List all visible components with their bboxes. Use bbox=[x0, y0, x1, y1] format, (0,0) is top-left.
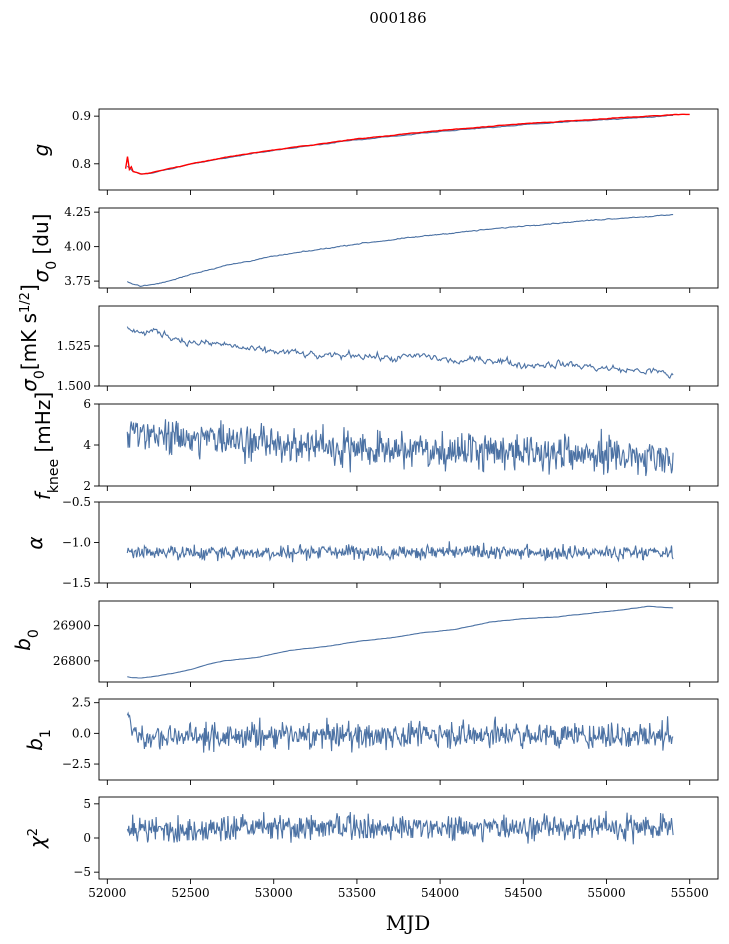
x-tick-label: 54500 bbox=[504, 886, 542, 900]
y-tick-label-chi2: 5 bbox=[83, 797, 91, 811]
y-axis-label-alpha: α bbox=[23, 536, 47, 549]
y-tick-label-b0: 26900 bbox=[53, 619, 91, 633]
series-line-b0-0 bbox=[127, 605, 674, 679]
panel-chi2: −5 0 5 52000 52500 53000 53500 54000 54500 55000 5… bbox=[73, 796, 719, 900]
axes-frame-b0 bbox=[98, 600, 719, 683]
axes-frame-sigma0 bbox=[98, 207, 719, 289]
x-tick-label: 55000 bbox=[587, 886, 625, 900]
x-tick-label: 53000 bbox=[255, 886, 293, 900]
axes-frame-sigma0_phys bbox=[98, 305, 719, 387]
y-tick-label-fknee: 4 bbox=[83, 438, 91, 452]
y-tick-label-chi2: 0 bbox=[83, 831, 91, 845]
panel-sigma0: 3.75 4.00 4.25 bbox=[64, 205, 719, 293]
y-tick-label-sigma0: 4.00 bbox=[64, 240, 91, 254]
x-tick-label: 52000 bbox=[88, 886, 126, 900]
y-axis-label-g: g bbox=[29, 144, 53, 157]
y-axis-label-chi2: χ2 bbox=[25, 828, 49, 849]
y-tick-label-b0: 26800 bbox=[53, 654, 91, 668]
series-line-b1-0 bbox=[126, 711, 674, 753]
x-tick-label: 53500 bbox=[338, 886, 376, 900]
panel-g: 0.8 0.9 bbox=[72, 108, 719, 195]
panel-alpha: −1.5 −1.0 −0.5 bbox=[62, 495, 719, 590]
axes-frame-alpha bbox=[98, 501, 719, 584]
x-tick-label: 54000 bbox=[421, 886, 459, 900]
figure-title: 000186 bbox=[369, 9, 426, 27]
y-tick-label-b1: −2.5 bbox=[62, 757, 91, 771]
y-tick-label-alpha: −1.5 bbox=[62, 576, 91, 590]
y-axis-label-sigma0: σ0 [du] bbox=[29, 214, 60, 283]
series-line-fknee-0 bbox=[126, 419, 674, 477]
series-line-g-1 bbox=[124, 113, 690, 175]
series-line-alpha-0 bbox=[126, 541, 674, 563]
x-tick-label: 55500 bbox=[671, 886, 709, 900]
y-tick-label-fknee: 6 bbox=[83, 397, 91, 411]
axes-frame-b1 bbox=[98, 698, 719, 781]
y-axis-label-sigma0_phys: σ0[mK s1/2] bbox=[17, 284, 48, 392]
panel-fknee: 2 4 6 bbox=[83, 397, 719, 493]
panels: 0.80.93.754.004.251.5001.525246−1.5−1.0−… bbox=[53, 108, 719, 900]
y-tick-label-fknee: 2 bbox=[83, 479, 91, 493]
y-tick-label-sigma0: 4.25 bbox=[64, 205, 91, 219]
axes-frame-g bbox=[98, 108, 719, 191]
series-line-g-0 bbox=[126, 114, 674, 175]
y-axis-label-b0: b0 bbox=[11, 629, 42, 651]
y-tick-label-b1: 0.0 bbox=[72, 726, 91, 740]
series-line-chi2-0 bbox=[126, 810, 674, 845]
y-tick-label-alpha: −1.0 bbox=[62, 536, 91, 550]
series-line-sigma0-0 bbox=[126, 214, 674, 287]
y-tick-label-sigma0_phys: 1.525 bbox=[57, 339, 91, 353]
y-tick-label-alpha: −0.5 bbox=[62, 495, 91, 509]
y-axis-label-fknee: fknee [mHz] bbox=[31, 392, 62, 500]
panel-b1: −2.5 0.0 2.5 bbox=[62, 696, 719, 785]
panel-b0: 26800 26900 bbox=[53, 600, 719, 687]
series-line-sigma0_phys-0 bbox=[126, 326, 674, 379]
y-axis-label-b1: b1 bbox=[23, 729, 54, 751]
y-tick-label-chi2: −5 bbox=[73, 865, 91, 879]
x-tick-label: 52500 bbox=[171, 886, 209, 900]
y-tick-label-b1: 2.5 bbox=[72, 696, 91, 710]
y-tick-label-g: 0.8 bbox=[72, 157, 91, 171]
y-tick-label-g: 0.9 bbox=[72, 109, 91, 123]
panel-sigma0_phys: 1.500 1.525 bbox=[57, 305, 719, 393]
x-axis-label: MJD bbox=[386, 911, 431, 935]
y-tick-label-sigma0_phys: 1.500 bbox=[57, 379, 91, 393]
y-tick-label-sigma0: 3.75 bbox=[64, 274, 91, 288]
